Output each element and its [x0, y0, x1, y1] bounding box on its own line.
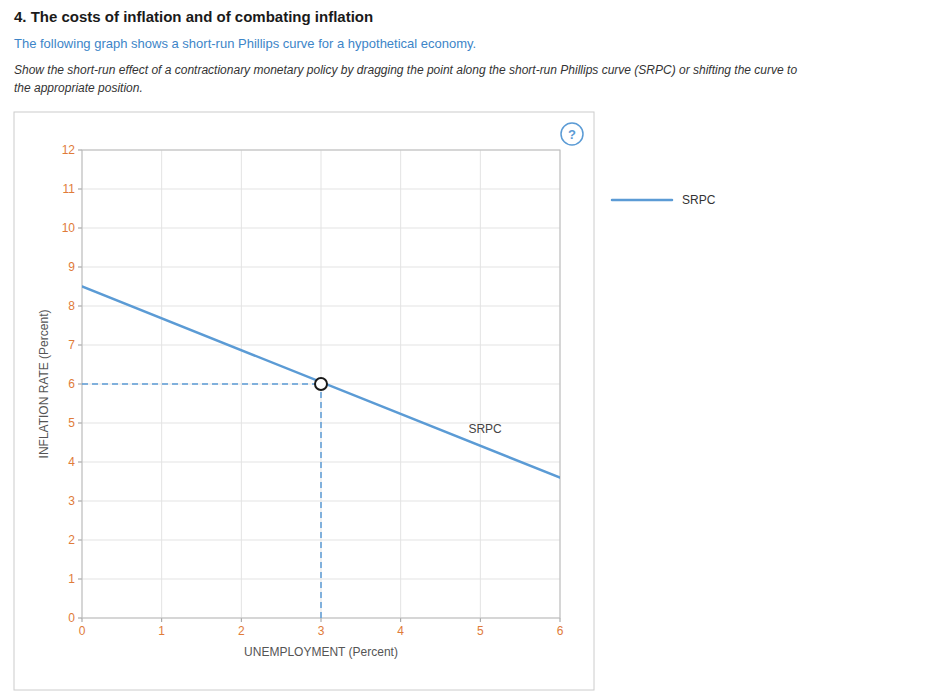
- chart: 4. The costs of inflation and of combati…: [0, 0, 941, 697]
- tick-label: 9: [68, 260, 75, 274]
- tick-label: 5: [477, 624, 484, 638]
- reference-line: [320, 384, 322, 618]
- grid-line: [82, 345, 560, 346]
- plot-frame: [82, 150, 560, 618]
- grid: [82, 150, 560, 618]
- grid-line: [82, 306, 560, 307]
- tick: [78, 228, 82, 229]
- plot-background: [82, 150, 560, 618]
- tick: [78, 501, 82, 502]
- grid-line: [82, 267, 560, 268]
- tick-label: 8: [68, 299, 75, 313]
- help-icon[interactable]: [561, 123, 583, 145]
- tick: [241, 618, 242, 622]
- tick: [78, 618, 82, 619]
- data: [82, 287, 560, 619]
- panel: [14, 112, 594, 690]
- tick-label: 7: [68, 338, 75, 352]
- tick-label: 6: [557, 624, 564, 638]
- subtitle: The following graph shows a short-run Ph…: [14, 36, 476, 51]
- tick-label: 2: [68, 533, 75, 547]
- tick: [78, 423, 82, 424]
- tick: [321, 618, 322, 622]
- tick-label: 3: [318, 624, 325, 638]
- legend-entry: SRPC: [612, 193, 716, 207]
- srpc-line: [82, 287, 560, 478]
- tick: [82, 618, 83, 622]
- tick: [161, 618, 162, 622]
- tick-label: 1: [158, 624, 165, 638]
- tick-label: 3: [68, 494, 75, 508]
- x-axis-label: UNEMPLOYMENT (Percent): [244, 645, 398, 659]
- y-axis-label: INFLATION RATE (Percent): [37, 310, 51, 459]
- tick: [78, 150, 82, 151]
- grid-line: [82, 540, 560, 541]
- tick: [78, 267, 82, 268]
- grid-line: [82, 189, 560, 190]
- grid-line: [82, 579, 560, 580]
- tick-label: 11: [63, 182, 76, 196]
- point[interactable]: [315, 378, 327, 390]
- tick-label: 6: [68, 377, 75, 391]
- tick: [78, 579, 82, 580]
- tick: [560, 618, 561, 622]
- tick-label: 0: [79, 624, 86, 638]
- tick-label: 4: [68, 455, 75, 469]
- reference-line: [82, 383, 321, 385]
- tick-label: 5: [68, 416, 75, 430]
- tick: [78, 306, 82, 307]
- tick-label: 2: [238, 624, 245, 638]
- tick: [78, 189, 82, 190]
- tick-label: 10: [62, 221, 76, 235]
- tick-label: 1: [68, 572, 75, 586]
- annotation: SRPC: [468, 422, 502, 436]
- tick-label: 4: [397, 624, 404, 638]
- legend-label: SRPC: [682, 193, 716, 207]
- grid-line: [82, 228, 560, 229]
- tick-label: 0: [68, 611, 75, 625]
- subtitle: the appropriate position.: [14, 81, 143, 95]
- help-icon-text[interactable]: ?: [568, 127, 576, 142]
- legend-swatch: [612, 199, 672, 202]
- tick: [78, 540, 82, 541]
- tick: [78, 345, 82, 346]
- tick: [400, 618, 401, 622]
- title: 4. The costs of inflation and of combati…: [14, 8, 373, 25]
- tick: [480, 618, 481, 622]
- grid-line: [82, 501, 560, 502]
- subtitle: Show the short-run effect of a contracti…: [14, 63, 797, 77]
- tick: [78, 384, 82, 385]
- tick-label: 12: [62, 143, 76, 157]
- tick: [78, 462, 82, 463]
